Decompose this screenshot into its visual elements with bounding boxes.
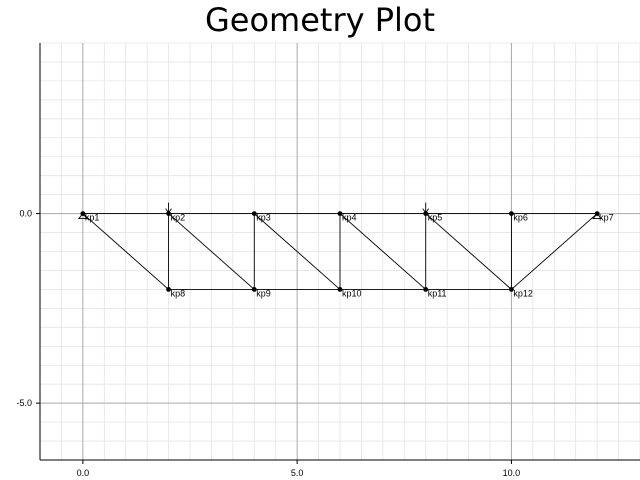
keypoint-kp9	[251, 287, 257, 292]
keypoint-label-kp4: kp4	[342, 213, 357, 223]
keypoint-label-kp11: kp11	[428, 288, 447, 298]
truss-member	[168, 213, 255, 290]
keypoint-kp5	[423, 211, 429, 216]
keypoint-label-kp7: kp7	[599, 213, 614, 223]
pin-support-icon	[77, 212, 88, 220]
truss-member	[339, 213, 427, 290]
truss-member	[82, 213, 169, 290]
keypoint-label-kp12: kp12	[513, 288, 533, 298]
y-tick-label: 0.0	[19, 209, 32, 219]
keypoints	[80, 211, 600, 292]
keypoint-kp2	[166, 211, 171, 216]
y-tick-label: -5.0	[16, 398, 32, 408]
keypoint-kp6	[509, 211, 514, 216]
plot-title: Geometry Plot	[204, 1, 436, 39]
keypoint-label-kp3: kp3	[256, 213, 271, 223]
pin-support-icon	[592, 212, 603, 220]
x-tick-label: 10.0	[503, 468, 521, 478]
support-markers	[77, 212, 603, 220]
truss-member	[511, 213, 598, 290]
keypoint-label-kp8: kp8	[171, 288, 186, 298]
plot-axes	[39, 43, 640, 461]
keypoint-kp8	[166, 287, 171, 292]
keypoint-kp7	[594, 211, 600, 216]
keypoint-kp3	[251, 211, 257, 216]
keypoint-kp11	[423, 287, 429, 292]
x-tick-label: 0.0	[77, 468, 90, 478]
keypoint-label-kp5: kp5	[428, 213, 443, 223]
keypoint-kp4	[337, 211, 343, 216]
keypoint-label-kp2: kp2	[171, 213, 186, 223]
x-tick-label: 5.0	[291, 468, 304, 478]
truss-members	[82, 213, 598, 290]
keypoint-label-kp10: kp10	[342, 288, 362, 298]
keypoint-labels: kp1 kp2 kp3 kp4 kp5 kp6 kp7 kp8 kp9 kp10 kp11 kp12	[85, 213, 614, 299]
truss-member	[425, 213, 512, 290]
axis-ticks: 0.0 5.0 10.0 0.0 -5.0	[16, 209, 520, 478]
keypoint-kp12	[509, 287, 514, 292]
keypoint-label-kp6: kp6	[513, 213, 528, 223]
keypoint-label-kp1: kp1	[85, 213, 100, 223]
keypoint-kp1	[80, 211, 86, 216]
truss-member	[253, 213, 341, 290]
keypoint-kp10	[337, 287, 343, 292]
keypoint-label-kp9: kp9	[256, 288, 271, 298]
